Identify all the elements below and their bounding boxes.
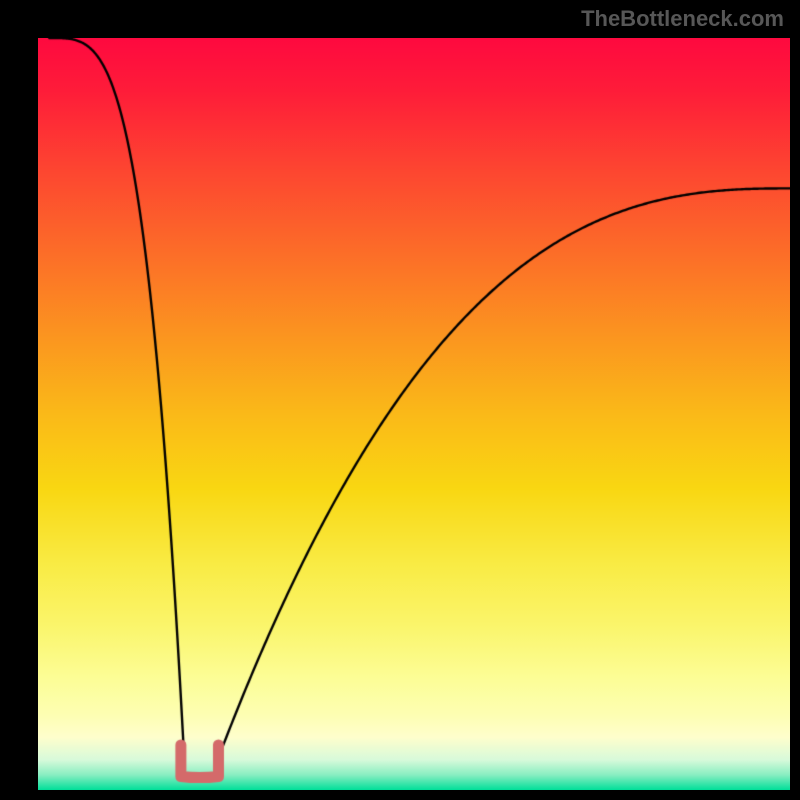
plot-area	[38, 38, 790, 790]
chart-root: TheBottleneck.com	[0, 0, 800, 800]
watermark-text: TheBottleneck.com	[581, 6, 784, 32]
bottleneck-curve	[38, 38, 790, 790]
